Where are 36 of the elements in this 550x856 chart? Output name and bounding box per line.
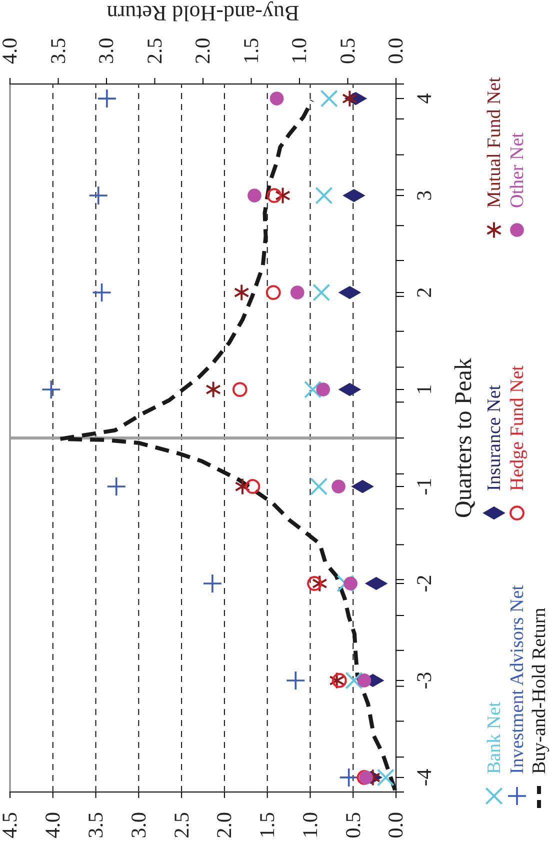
x2-tick-label: 0.5 bbox=[335, 38, 360, 64]
x2-tick-label: 1.5 bbox=[238, 38, 263, 64]
x2-tick-label: 2.5 bbox=[142, 38, 166, 64]
x2-tick-label: 3.0 bbox=[94, 38, 118, 64]
y-tick-label: -3 bbox=[412, 672, 436, 690]
text: Insurance Net bbox=[484, 384, 505, 491]
text: Other Net bbox=[507, 132, 528, 208]
y-tick-label: -2 bbox=[412, 574, 436, 592]
x-tick-label: 1.5 bbox=[255, 812, 280, 838]
y-tick-label: 1 bbox=[412, 384, 436, 395]
text: Mutual Fund Net bbox=[484, 76, 505, 208]
y-tick-label: 2 bbox=[412, 287, 436, 298]
x-tick-label: 2.5 bbox=[169, 812, 194, 838]
text: Bank Net bbox=[484, 700, 505, 774]
x2-axis-title: Buy-and-Hold Return bbox=[106, 1, 300, 26]
x-tick-label: 1.0 bbox=[298, 812, 322, 838]
x2-tick-label: 4.0 bbox=[0, 38, 22, 64]
x2-tick-label: 0.0 bbox=[384, 38, 408, 64]
text: Hedge Fund Net bbox=[507, 364, 528, 491]
x-tick-label: 3.5 bbox=[84, 812, 108, 838]
y-axis-title: Quarters to Peak bbox=[451, 358, 477, 518]
x-tick-label: 2.0 bbox=[212, 812, 236, 838]
x2-tick-label: 1.0 bbox=[287, 38, 312, 64]
y-tick-label: 4 bbox=[412, 92, 436, 104]
x-tick-label: 0.5 bbox=[340, 812, 365, 838]
x-tick-label: 4.0 bbox=[40, 812, 65, 838]
y-tick-label: 3 bbox=[412, 190, 436, 201]
x2-tick-label: 3.5 bbox=[46, 38, 70, 64]
y-tick-label: -4 bbox=[412, 768, 436, 786]
x-tick-label: 4.5 bbox=[0, 812, 22, 838]
text: Buy-and-Hold Return bbox=[529, 607, 550, 774]
text: Investment Advisors Net bbox=[507, 584, 528, 774]
x2-tick-label: 2.0 bbox=[190, 38, 215, 64]
x-tick-label: 0.0 bbox=[384, 812, 408, 838]
y-tick-label: -1 bbox=[412, 478, 436, 496]
x-tick-label: 3.0 bbox=[126, 812, 150, 838]
